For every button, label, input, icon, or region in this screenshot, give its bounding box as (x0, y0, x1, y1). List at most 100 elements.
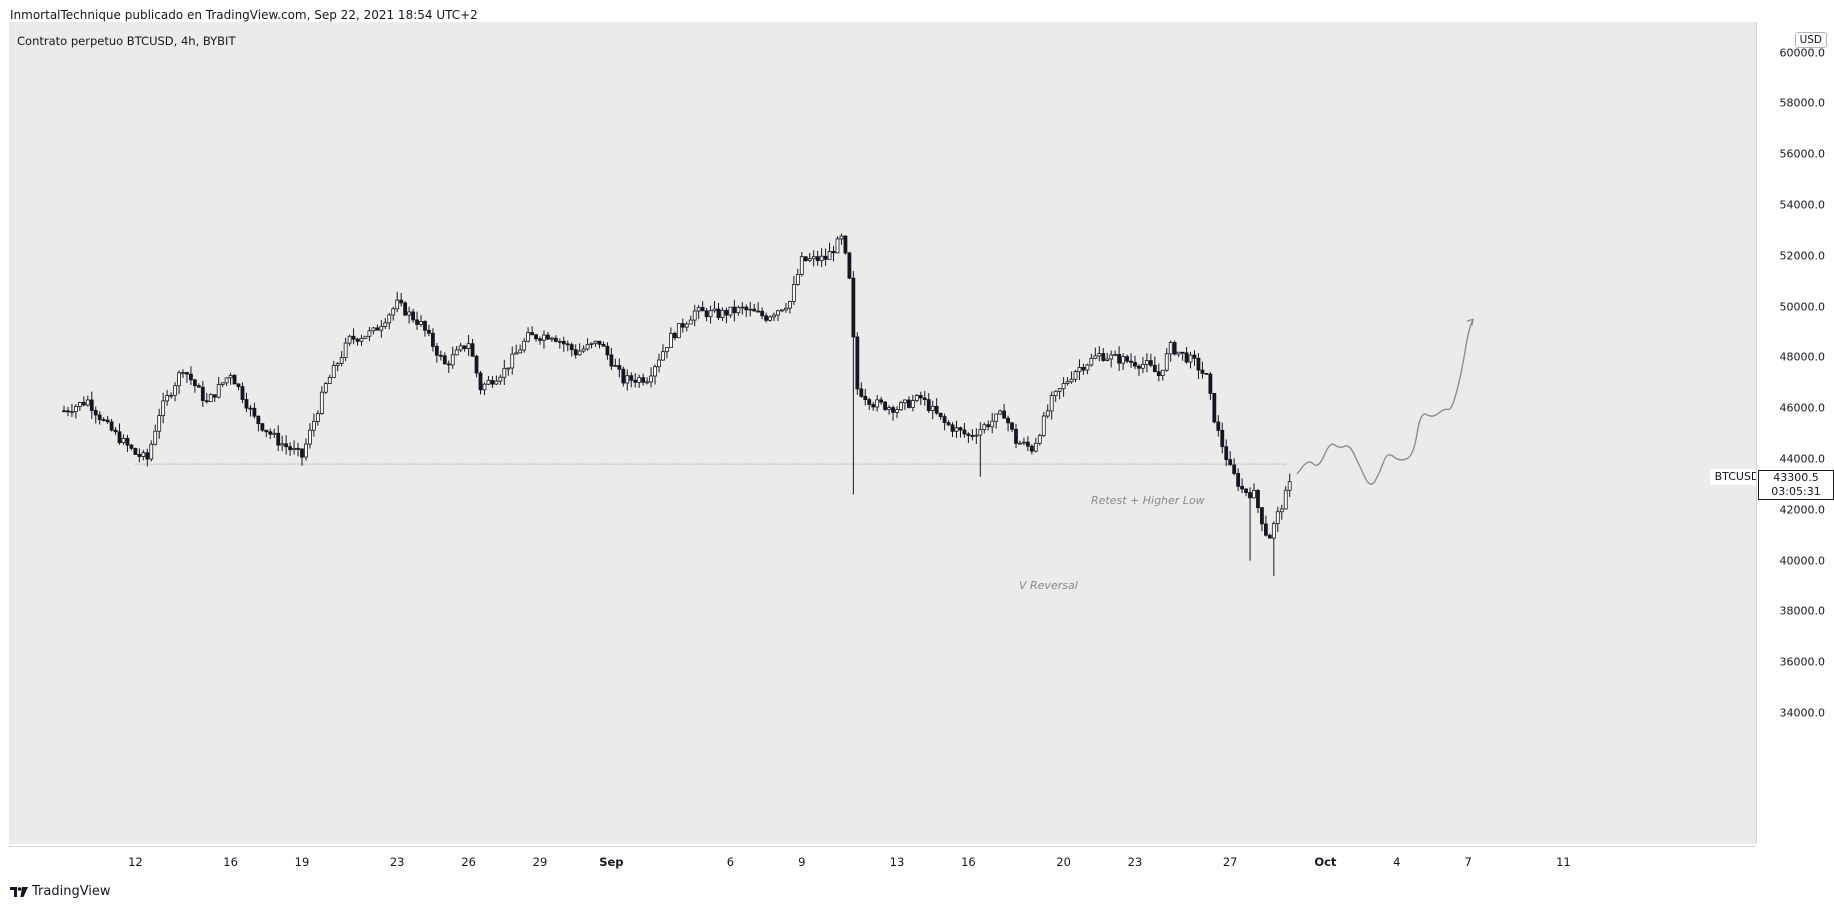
time-axis[interactable]: 12 16 19 23 26 29 Sep 6 9 13 16 20 23 27 Oct 4 7 11 (9, 846, 1756, 875)
candle (268, 428, 273, 440)
candle (839, 233, 844, 245)
candle (815, 250, 820, 266)
candle-body (1101, 353, 1106, 361)
candle-body (514, 352, 519, 355)
candle-body (1085, 364, 1090, 371)
candle (391, 306, 396, 321)
time-tick-label: 23 (389, 855, 405, 869)
candle-body (1220, 430, 1225, 448)
candle-body (998, 410, 1003, 415)
candle-body (653, 366, 657, 377)
candle (319, 386, 324, 415)
candle-body (196, 385, 201, 388)
candle (121, 434, 126, 445)
candle (462, 345, 467, 352)
annotation-retest: Retest + Higher Low (1091, 494, 1205, 507)
currency-badge[interactable]: USD (1794, 32, 1827, 48)
price-tick-label: 54000.0 (1779, 198, 1826, 212)
candle-body (311, 421, 316, 431)
candle (1018, 440, 1022, 445)
candle (609, 347, 614, 370)
candle (978, 422, 983, 477)
candlestick-chart[interactable] (9, 22, 1756, 844)
candle (1089, 353, 1094, 367)
candle (617, 358, 622, 378)
candle-body (454, 349, 459, 356)
candle (665, 347, 669, 359)
candle (942, 413, 947, 431)
candle (1081, 363, 1086, 375)
candle (1264, 515, 1268, 537)
candle (454, 345, 459, 356)
candle-body (391, 308, 396, 316)
candle-body (482, 383, 487, 391)
candle-body (676, 323, 681, 339)
candle-body (573, 349, 578, 356)
candle (304, 438, 308, 461)
candle (676, 323, 681, 339)
chart-plot-area[interactable]: Contrato perpetuo BTCUSD, 4h, BYBIT V Re… (9, 22, 1764, 844)
candle (593, 340, 598, 347)
candle-body (823, 255, 828, 260)
candle (117, 423, 122, 445)
candle (835, 236, 840, 254)
candle-body (1252, 490, 1256, 499)
candle-body (284, 443, 289, 448)
candle (871, 401, 876, 411)
candle (1279, 504, 1284, 520)
candle-body (101, 419, 106, 422)
candle (867, 397, 872, 411)
candle-body (1228, 459, 1233, 466)
candle (680, 318, 685, 333)
candle-body (752, 308, 757, 312)
candle-body (462, 345, 467, 349)
candle (986, 420, 991, 431)
candle (228, 372, 233, 385)
candle-body (966, 433, 971, 436)
candle (97, 411, 102, 425)
time-tick-label: 7 (1464, 855, 1472, 869)
candle (807, 252, 812, 263)
candle-body (1212, 392, 1217, 423)
candle-body (62, 410, 66, 413)
candle-body (308, 429, 312, 445)
candle-body (161, 400, 166, 417)
price-tick-label: 42000.0 (1779, 503, 1826, 517)
candle (335, 361, 340, 372)
candle-body (625, 375, 630, 384)
candle (1141, 357, 1145, 374)
candle-body (288, 446, 293, 451)
candle-body (764, 315, 768, 321)
candle-body (216, 384, 221, 398)
candle-body (1168, 342, 1173, 355)
candle-body (434, 345, 439, 356)
candle-body (807, 258, 812, 262)
candle (355, 337, 360, 346)
candle (423, 320, 427, 337)
footer-brand[interactable]: TradingView (10, 884, 111, 899)
price-tick-label: 48000.0 (1779, 350, 1826, 364)
time-tick-label: 13 (889, 855, 905, 869)
candle-body (502, 367, 507, 378)
candle (1065, 377, 1070, 386)
candle-body (744, 306, 749, 311)
candle-body (204, 400, 209, 403)
symbol-info[interactable]: Contrato perpetuo BTCUSD, 4h, BYBIT (17, 34, 236, 48)
candle-body (978, 429, 983, 436)
candle-body (518, 349, 523, 354)
candle (1200, 361, 1205, 379)
candle-body (716, 308, 721, 318)
candle-body (232, 374, 237, 385)
price-tick-label: 52000.0 (1779, 249, 1826, 263)
candle-body (347, 335, 352, 344)
candle-body (1188, 354, 1193, 363)
price-axis[interactable]: USD 60000.0 58000.0 56000.0 54000.0 52000.0 5… (1756, 22, 1834, 844)
candle (264, 429, 269, 438)
candle (1053, 390, 1058, 402)
candle (1256, 489, 1260, 513)
candle-body (292, 448, 296, 451)
candle-body (458, 345, 463, 351)
time-tick-label: 6 (726, 855, 735, 869)
candle-body (684, 323, 689, 328)
candle (633, 373, 638, 388)
